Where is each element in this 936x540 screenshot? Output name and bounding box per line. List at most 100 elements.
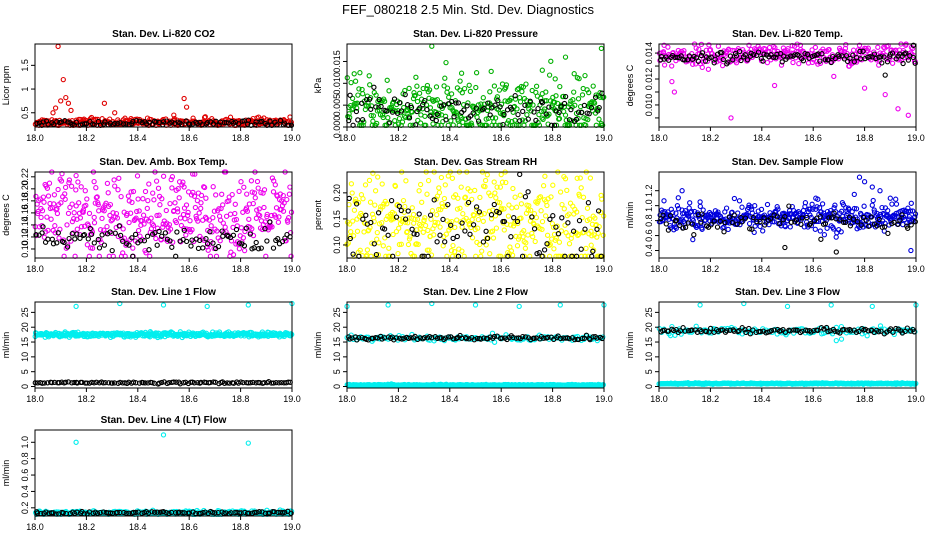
rh-point [412, 216, 418, 223]
rh-point [520, 234, 526, 240]
rh-point [493, 195, 499, 201]
rh-point [348, 229, 354, 235]
rh-point [435, 220, 441, 226]
pressure-ref-point [535, 105, 541, 112]
box-temp-point [252, 195, 258, 201]
line1-ref-point [177, 381, 183, 387]
pressure-point [575, 96, 582, 102]
rh-ref-point [517, 171, 523, 178]
box-temp-point [198, 192, 205, 199]
box-temp-point [220, 220, 226, 226]
co2-outlier [181, 95, 187, 102]
box-temp-point [198, 200, 204, 206]
y-axis-label: Licor ppm [1, 66, 11, 106]
pressure-point [570, 97, 576, 103]
rh-ref-point [494, 208, 500, 215]
rh-outlier [498, 171, 504, 178]
box-temp-ref-point [50, 241, 57, 247]
rh-point [469, 216, 475, 223]
rh-point [539, 226, 545, 233]
y-axis-label: degrees C [1, 194, 11, 236]
box-temp-point [185, 209, 191, 216]
line2-ref-point [478, 336, 484, 342]
rh-ref-point [375, 210, 382, 216]
box-temp-point [183, 202, 190, 208]
box-temp-point [45, 227, 51, 234]
pressure-point [395, 121, 402, 127]
box-temp-point [129, 199, 135, 206]
box-temp-ref-point [169, 244, 175, 250]
box-temp-point [167, 200, 173, 207]
pressure-ref-point [517, 118, 523, 124]
pressure-ref-point [501, 111, 507, 118]
rh-point [459, 248, 465, 254]
box-temp-point [232, 210, 238, 217]
temp-point [907, 50, 914, 56]
temp-ref-point [725, 59, 731, 65]
box-temp-point [205, 247, 211, 253]
y-tick-label: 0 [644, 384, 654, 389]
rh-ref-point [445, 201, 451, 208]
rh-point [509, 205, 515, 211]
box-temp-point [58, 200, 64, 206]
x-tick-label: 18.0 [338, 394, 356, 404]
rh-point [424, 191, 430, 197]
temp-ref-point [727, 53, 734, 59]
box-temp-point [136, 208, 142, 214]
rh-point [402, 219, 409, 225]
y-tick-label: 20 [20, 322, 30, 332]
line1-ref-point [195, 379, 201, 386]
flow-ref-outlier [782, 244, 788, 251]
box-temp-point [180, 179, 186, 185]
rh-ref-point [381, 226, 388, 232]
pressure-point [430, 121, 436, 127]
pressure-ref-point [368, 106, 374, 112]
rh-point [380, 243, 386, 249]
pressure-ref-point [378, 103, 384, 110]
line1-ref-point [171, 379, 177, 385]
flow-ref-point [750, 214, 756, 221]
flow-ref-point [762, 222, 768, 228]
temp-ref-point [755, 49, 762, 55]
box-temp-point [124, 211, 130, 217]
co2-outlier [112, 110, 118, 116]
temp-point [875, 44, 881, 50]
box-temp-point [261, 187, 268, 193]
pressure-point [450, 122, 456, 128]
y-tick-label: 0.015 [332, 50, 342, 73]
flow-point [905, 205, 911, 211]
pressure-point [368, 112, 374, 119]
flow-outlier [877, 188, 883, 194]
rh-point [436, 185, 442, 191]
rh-point [357, 247, 363, 253]
box-temp-point [108, 218, 114, 224]
temp-point [719, 62, 726, 69]
pressure-point [466, 82, 472, 88]
flow-point [861, 203, 867, 209]
data-points [656, 174, 919, 255]
co2-ref-point [40, 119, 46, 125]
pressure-outlier [552, 76, 558, 82]
temp-outlier [905, 112, 911, 118]
line1-ref-point [266, 379, 272, 385]
line2-outlier [557, 302, 563, 308]
box-temp-ref-point [87, 225, 93, 232]
box-temp-point [164, 238, 171, 244]
rh-point [351, 207, 358, 213]
box-temp-point [216, 206, 222, 212]
rh-point [586, 216, 593, 222]
rh-point [553, 235, 559, 241]
box-temp-point [230, 252, 237, 258]
chart-title: Stan. Dev. Line 4 (LT) Flow [101, 415, 227, 426]
line2-ref-point [393, 335, 400, 341]
flow-outlier [869, 184, 875, 190]
flow-ref-point [817, 214, 823, 220]
rh-point [542, 173, 548, 179]
pressure-ref-point [497, 104, 503, 110]
box-temp-ref-point [126, 242, 132, 248]
x-tick-label: 18.0 [26, 133, 44, 143]
box-temp-point [36, 224, 43, 230]
box-temp-point [140, 212, 147, 218]
line2-ref-point [442, 335, 449, 341]
